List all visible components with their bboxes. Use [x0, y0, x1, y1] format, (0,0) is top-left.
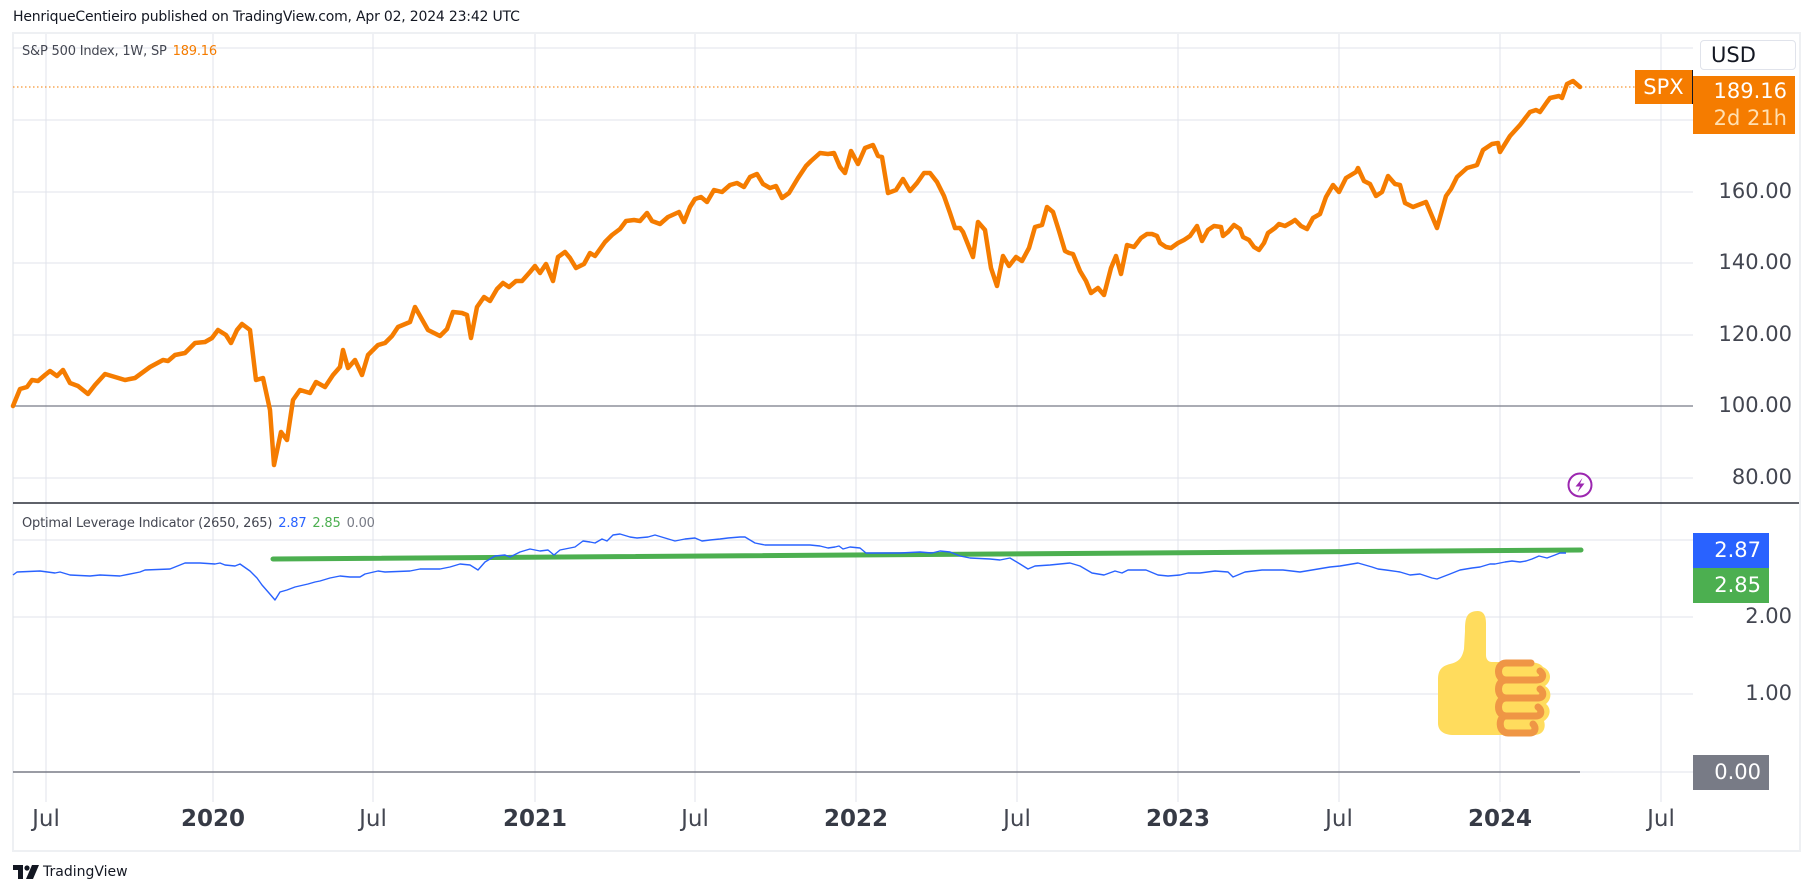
indicator-y-axis-label: 1.00 [1745, 681, 1792, 705]
thumbs-up-icon[interactable] [1436, 607, 1556, 739]
indicator-gridlines [13, 539, 1693, 773]
main-legend-value: 189.16 [172, 44, 217, 59]
main-legend-title: S&P 500 Index, 1W, SP [22, 44, 167, 59]
spx-price-line [10, 78, 1583, 468]
main-legend[interactable]: S&P 500 Index, 1W, SP 189.16 [22, 44, 217, 59]
time-axis-label: 2023 [1145, 806, 1211, 832]
indicator-legend-value-1: 2.87 [278, 516, 307, 531]
tradingview-logo-icon [13, 865, 39, 879]
threshold-line [270, 547, 1584, 562]
indicator-value-tag: 2.87 [1693, 533, 1769, 568]
y-axis-label: 140.00 [1718, 250, 1792, 274]
indicator-line [12, 533, 1566, 601]
time-axis-label: 2022 [823, 806, 889, 832]
indicator-legend[interactable]: Optimal Leverage Indicator (2650, 265) 2.… [22, 516, 375, 531]
last-price-tag: 189.16 2d 21h [1693, 76, 1795, 134]
time-axis-ticks [45, 796, 1662, 802]
time-axis-label: 2021 [502, 806, 568, 832]
time-axis-label: Jul [1325, 806, 1353, 832]
vertical-gridlines [45, 34, 1662, 796]
bar-countdown: 2d 21h [1713, 106, 1787, 130]
indicator-legend-title: Optimal Leverage Indicator (2650, 265) [22, 516, 273, 531]
y-axis-label: 100.00 [1718, 393, 1792, 417]
time-axis-label: Jul [1003, 806, 1031, 832]
y-axis-label: 80.00 [1731, 465, 1792, 489]
time-axis-label: 2024 [1467, 806, 1533, 832]
publisher-line: HenriqueCentieiro published on TradingVi… [13, 9, 520, 25]
time-axis-label: Jul [1647, 806, 1675, 832]
indicator-legend-value-2: 2.85 [312, 516, 341, 531]
tradingview-logo[interactable]: TradingView [13, 864, 128, 880]
threshold-value-tag: 2.85 [1693, 568, 1769, 603]
y-axis-label: 120.00 [1718, 322, 1792, 346]
zero-value-tag: 0.00 [1693, 755, 1769, 790]
symbol-tag: SPX [1635, 70, 1693, 104]
currency-button[interactable]: USD [1700, 40, 1796, 70]
last-price-value: 189.16 [1713, 79, 1787, 103]
time-axis-label: 2020 [180, 806, 246, 832]
lightning-icon[interactable] [1567, 472, 1593, 498]
price-gridlines [13, 47, 1693, 479]
time-axis-label: Jul [359, 806, 387, 832]
indicator-legend-value-3: 0.00 [346, 516, 375, 531]
y-axis-label: 160.00 [1718, 179, 1792, 203]
indicator-y-axis-label: 2.00 [1745, 604, 1792, 628]
tradingview-brand: TradingView [43, 864, 128, 880]
time-axis-label: Jul [32, 806, 60, 832]
time-axis-label: Jul [681, 806, 709, 832]
